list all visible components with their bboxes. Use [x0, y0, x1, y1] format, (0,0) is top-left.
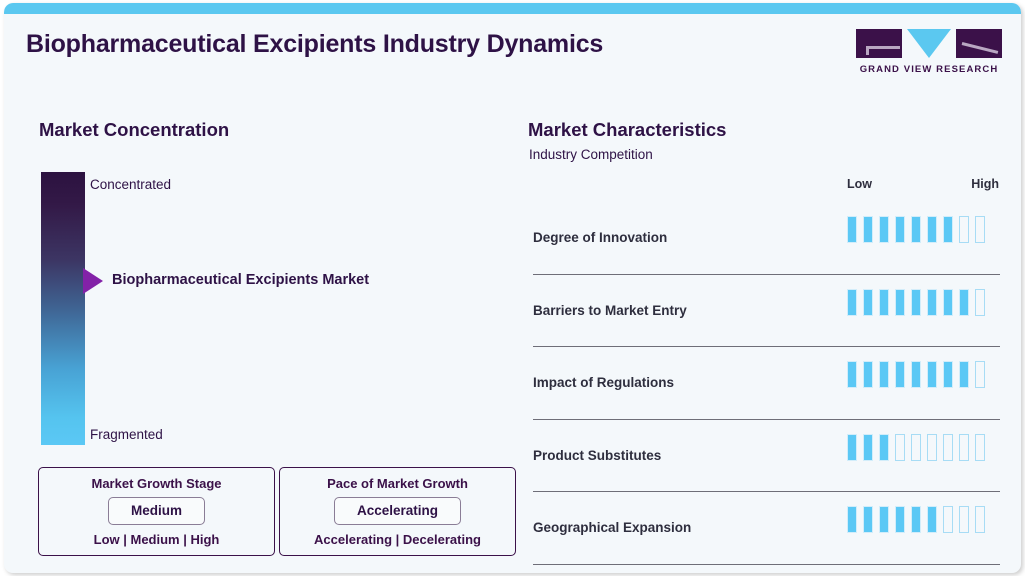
rating-tick-empty — [975, 361, 985, 388]
top-accent-bar — [4, 3, 1021, 14]
rating-tick-filled — [895, 361, 905, 388]
rating-tick-empty — [959, 506, 969, 533]
rating-tick-filled — [847, 433, 857, 461]
logo-marks — [856, 29, 1002, 58]
rating-tick-filled — [943, 288, 953, 316]
rating-tick-filled — [895, 216, 905, 243]
rating-tick-empty — [959, 216, 969, 243]
rating-tick-filled — [863, 216, 873, 243]
table-row: Barriers to Market Entry — [533, 275, 1000, 347]
characteristic-label: Geographical Expansion — [533, 520, 692, 536]
logo-line-vertical-icon — [866, 46, 869, 55]
rating-tick-filled — [927, 361, 937, 388]
rating-tick-filled — [879, 506, 889, 533]
right-triangle-marker-icon — [83, 268, 103, 294]
rating-tick-filled — [879, 288, 889, 316]
market-characteristics-heading: Market Characteristics — [528, 119, 727, 140]
rating-tick-filled — [911, 216, 921, 243]
rating-tick-filled — [911, 361, 921, 388]
brand-logo: GRAND VIEW RESEARCH — [856, 29, 1002, 75]
market-concentration-panel: Market Concentration Concentrated Fragme… — [4, 3, 521, 573]
rating-tick-filled — [911, 288, 921, 316]
rating-tick-empty — [975, 288, 985, 316]
pace-of-market-growth-options: Accelerating | Decelerating — [314, 532, 481, 547]
rating-tick-filled — [847, 506, 857, 533]
rating-tick-filled — [895, 506, 905, 533]
rating-scale — [847, 361, 985, 388]
logo-wordmark: GRAND VIEW RESEARCH — [859, 64, 999, 75]
rating-scale — [847, 506, 985, 533]
characteristic-label: Product Substitutes — [533, 447, 662, 463]
rating-tick-empty — [895, 433, 905, 461]
logo-line-horizontal-icon — [866, 46, 900, 49]
rating-tick-filled — [879, 361, 889, 388]
rating-tick-filled — [863, 433, 873, 461]
infographic-card: Biopharmaceutical Excipients Industry Dy… — [4, 3, 1021, 573]
concentration-gradient-scale — [41, 172, 85, 445]
pace-of-market-growth-value: Accelerating — [333, 497, 462, 525]
characteristic-label: Barriers to Market Entry — [533, 302, 687, 318]
market-concentration-heading: Market Concentration — [39, 119, 230, 140]
page-title: Biopharmaceutical Excipients Industry Dy… — [26, 30, 604, 58]
scale-axis-labels: Low High — [847, 177, 999, 191]
rating-tick-empty — [959, 433, 969, 461]
characteristic-label: Impact of Regulations — [533, 375, 675, 391]
rating-tick-empty — [975, 433, 985, 461]
rating-tick-filled — [927, 506, 937, 533]
table-row: Geographical Expansion — [533, 492, 1000, 565]
characteristic-label: Degree of Innovation — [533, 230, 668, 246]
rating-tick-filled — [847, 361, 857, 388]
rectangle-mark-icon — [856, 29, 902, 58]
rating-tick-filled — [959, 288, 969, 316]
market-growth-stage-title: Market Growth Stage — [91, 476, 222, 491]
rating-scale — [847, 288, 985, 316]
rating-tick-empty — [943, 506, 953, 533]
scale-label-concentrated: Concentrated — [90, 177, 172, 192]
scale-label-fragmented: Fragmented — [90, 427, 163, 442]
market-growth-stage-value: Medium — [107, 497, 205, 525]
rating-tick-filled — [943, 216, 953, 243]
rating-scale — [847, 216, 985, 243]
rectangle-mark-icon — [956, 29, 1002, 58]
rating-tick-filled — [863, 288, 873, 316]
market-characteristics-subheading: Industry Competition — [529, 147, 653, 162]
pace-of-market-growth-box: Pace of Market Growth Accelerating Accel… — [279, 467, 516, 556]
rating-tick-filled — [847, 216, 857, 243]
table-row: Impact of Regulations — [533, 347, 1000, 420]
table-row: Product Substitutes — [533, 420, 1000, 492]
rating-tick-filled — [943, 361, 953, 388]
rating-tick-empty — [927, 433, 937, 461]
table-row: Degree of Innovation — [533, 202, 1000, 275]
rating-tick-filled — [959, 361, 969, 388]
rating-tick-filled — [879, 433, 889, 461]
rating-tick-filled — [863, 361, 873, 388]
axis-label-low: Low — [847, 177, 872, 191]
market-position-label: Biopharmaceutical Excipients Market — [112, 272, 370, 288]
market-growth-stage-options: Low | Medium | High — [93, 532, 220, 547]
rating-tick-filled — [863, 506, 873, 533]
rating-tick-empty — [975, 506, 985, 533]
rating-tick-empty — [943, 433, 953, 461]
rating-tick-empty — [975, 216, 985, 243]
characteristics-rows: Degree of Innovation Barriers to Market E… — [533, 202, 1000, 565]
rating-scale — [847, 433, 985, 461]
rating-tick-filled — [927, 216, 937, 243]
axis-label-high: High — [971, 177, 999, 191]
rating-tick-empty — [911, 433, 921, 461]
rating-tick-filled — [911, 506, 921, 533]
pace-of-market-growth-title: Pace of Market Growth — [327, 476, 468, 491]
market-growth-stage-box: Market Growth Stage Medium Low | Medium … — [38, 467, 275, 556]
rating-tick-filled — [879, 216, 889, 243]
rating-tick-filled — [927, 288, 937, 316]
rating-tick-filled — [895, 288, 905, 316]
rating-tick-filled — [847, 288, 857, 316]
